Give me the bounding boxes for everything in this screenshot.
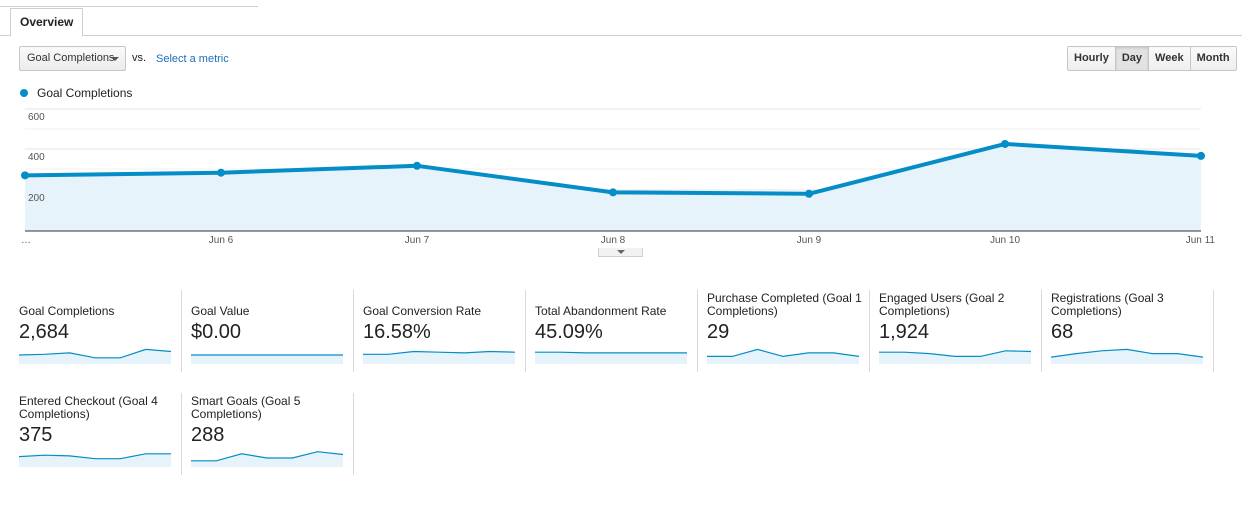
x-tick-label: Jun 7 — [405, 235, 430, 246]
data-point[interactable] — [21, 171, 29, 180]
scorecard-value: $0.00 — [191, 321, 242, 343]
sparkline-area — [363, 351, 515, 364]
scorecard-label: Purchase Completed (Goal 1 Completions) — [707, 291, 862, 318]
data-point[interactable] — [805, 189, 813, 198]
sparkline — [19, 348, 171, 364]
x-tick-label: … — [21, 235, 31, 246]
x-tick-label: Jun 11 — [1186, 235, 1216, 246]
scorecard[interactable]: Smart Goals (Goal 5 Completions) 288 — [182, 393, 354, 475]
chart-collapse-toggle[interactable] — [598, 248, 643, 257]
data-point[interactable] — [217, 168, 225, 177]
sparkline-line — [1051, 348, 1203, 358]
sparkline-line — [191, 451, 343, 462]
scorecard-label: Engaged Users (Goal 2 Completions) — [879, 291, 1005, 318]
tab-bar: Overview — [0, 0, 1242, 37]
chevron-down-icon — [111, 57, 119, 61]
sparkline-area — [19, 349, 171, 364]
tab-bar-top-line — [0, 6, 258, 7]
scorecard[interactable]: Entered Checkout (Goal 4 Completions) 375 — [10, 393, 182, 475]
scorecard-value: 1,924 — [879, 321, 930, 343]
scorecard-label: Goal Conversion Rate — [363, 304, 482, 318]
sparkline-area — [191, 451, 343, 467]
scorecard[interactable]: Goal Value $0.00 — [182, 290, 354, 372]
period-day-button[interactable]: Day — [1115, 47, 1150, 70]
sparkline-area — [191, 355, 343, 364]
data-point[interactable] — [1001, 139, 1009, 148]
vs-label: vs. — [132, 52, 147, 64]
period-month-button[interactable]: Month — [1190, 47, 1236, 70]
legend-label: Goal Completions — [37, 86, 133, 100]
x-tick-label: Jun 9 — [797, 235, 822, 246]
period-week-button[interactable]: Week — [1149, 47, 1191, 70]
scorecard[interactable]: Goal Conversion Rate 16.58% — [354, 290, 526, 372]
sparkline-line — [535, 351, 687, 354]
scorecard-value: 68 — [1051, 321, 1074, 343]
data-point[interactable] — [1197, 151, 1205, 160]
data-point[interactable] — [609, 188, 617, 197]
sparkline-line — [19, 453, 171, 460]
scorecard-value: 288 — [191, 424, 225, 446]
sparkline — [1051, 348, 1203, 364]
scorecard-label: Entered Checkout (Goal 4 Completions) — [19, 394, 158, 421]
x-tick-label: Jun 6 — [209, 235, 234, 246]
legend-dot-icon — [20, 89, 28, 97]
sparkline — [191, 354, 343, 364]
caret-down-icon — [617, 250, 625, 254]
sparkline — [707, 348, 859, 364]
scorecard-value: 29 — [707, 321, 730, 343]
metric-select[interactable]: Goal Completions — [19, 46, 126, 71]
period-toggle-group: Hourly Day Week Month — [1067, 46, 1237, 71]
scorecard-value: 375 — [19, 424, 53, 446]
scorecard[interactable]: Purchase Completed (Goal 1 Completions) 2… — [698, 290, 870, 372]
sparkline — [363, 350, 515, 364]
sparkline-line — [363, 350, 515, 355]
scorecard[interactable]: Total Abandonment Rate 45.09% — [526, 290, 698, 372]
sparkline — [19, 453, 171, 467]
scorecard[interactable]: Goal Completions 2,684 — [10, 290, 182, 372]
sparkline-line — [879, 350, 1031, 357]
sparkline-line — [19, 348, 171, 359]
period-hourly-button[interactable]: Hourly — [1068, 47, 1116, 70]
scorecard-label: Smart Goals (Goal 5 Completions) — [191, 394, 301, 421]
series-area — [25, 143, 1201, 231]
sparkline — [535, 351, 687, 364]
chart-legend: Goal Completions — [20, 86, 132, 100]
sparkline — [191, 451, 343, 467]
metric-select-value: Goal Completions — [27, 52, 115, 64]
sparkline-area — [19, 453, 171, 467]
sparkline — [879, 350, 1031, 364]
y-tick-label: 400 — [28, 152, 45, 163]
scorecard-value: 16.58% — [363, 321, 431, 343]
tab-overview[interactable]: Overview — [10, 8, 84, 37]
scorecard-value: 45.09% — [535, 321, 603, 343]
y-tick-label: 200 — [28, 193, 45, 204]
x-tick-label: Jun 10 — [990, 235, 1020, 246]
scorecard-label: Goal Completions — [19, 304, 115, 318]
scorecard-label: Goal Value — [191, 304, 250, 318]
scorecard-label: Total Abandonment Rate — [535, 304, 667, 318]
data-point[interactable] — [413, 161, 421, 170]
sparkline-area — [1051, 349, 1203, 364]
sparkline-area — [535, 352, 687, 364]
select-metric-link[interactable]: Select a metric — [156, 53, 229, 65]
sparkline-line — [707, 348, 859, 358]
scorecard[interactable]: Registrations (Goal 3 Completions) 68 — [1042, 290, 1214, 372]
scorecard-label: Registrations (Goal 3 Completions) — [1051, 291, 1164, 318]
x-tick-label: Jun 8 — [601, 235, 626, 246]
scorecard[interactable]: Engaged Users (Goal 2 Completions) 1,924 — [870, 290, 1042, 372]
goal-completions-chart: 200 400 600 … Jun 6 Jun 7 Jun 8 Jun 9 Jun 10 Jun … — [21, 108, 1216, 246]
scorecard-value: 2,684 — [19, 321, 70, 343]
y-tick-label: 600 — [28, 112, 45, 123]
